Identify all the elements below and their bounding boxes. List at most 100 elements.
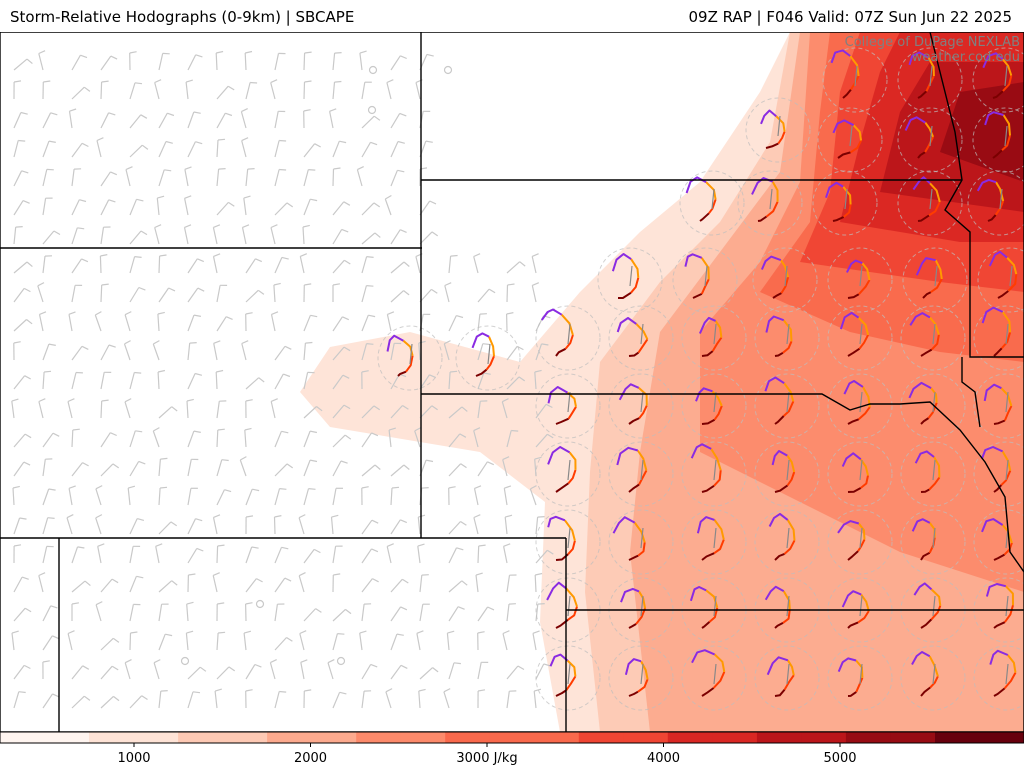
barb-staff xyxy=(448,463,462,477)
hodo-segment-upper xyxy=(846,259,863,273)
barb-staff xyxy=(216,401,220,419)
wind-barb xyxy=(13,664,31,680)
barb-staff xyxy=(361,285,367,303)
hodograph xyxy=(982,52,1013,99)
barb-staff xyxy=(216,139,219,158)
barb-flag xyxy=(246,515,254,518)
wind-barb xyxy=(184,195,192,216)
barb-staff xyxy=(13,140,19,158)
barb-staff xyxy=(303,52,306,71)
barb-flag xyxy=(342,316,350,321)
barb-staff xyxy=(443,691,450,709)
hodo-segment-6-9km xyxy=(786,455,796,473)
hodo-segment-6-9km xyxy=(713,519,725,540)
barb-staff xyxy=(158,287,170,303)
hodo-segment-6-9km xyxy=(783,382,795,402)
storm-motion-arrow xyxy=(713,663,717,685)
barb-flag xyxy=(273,282,281,286)
barb-flag xyxy=(95,311,102,316)
colorbar-segment xyxy=(578,732,624,743)
barb-flag xyxy=(371,519,379,524)
hodo-ring xyxy=(679,170,745,236)
hodo-ring xyxy=(681,509,747,575)
hodo-segment-6-9km xyxy=(924,122,935,138)
barb-staff xyxy=(100,372,105,390)
hodo-segment-upper xyxy=(832,119,855,134)
wind-barb xyxy=(504,514,513,535)
barb-flag xyxy=(373,202,381,208)
barb-flag xyxy=(213,224,221,228)
storm-motion-arrow xyxy=(1004,125,1008,147)
barb-staff xyxy=(42,112,52,129)
barb-staff xyxy=(303,143,316,158)
hodo-segment-6-9km xyxy=(565,587,578,607)
barb-flag xyxy=(254,663,262,668)
wind-barb xyxy=(359,630,367,651)
barb-flag xyxy=(299,630,307,635)
barb-flag xyxy=(257,289,265,295)
wind-barb xyxy=(13,200,30,216)
wind-barb xyxy=(99,254,108,274)
wind-barb xyxy=(274,430,289,448)
barb-staff xyxy=(185,633,189,651)
wind-barb xyxy=(187,518,203,535)
barb-staff xyxy=(361,256,368,274)
hodographs xyxy=(386,49,1018,697)
barb-staff xyxy=(473,256,479,274)
wind-barb xyxy=(129,518,145,535)
hodo-segment-3-6km xyxy=(564,334,574,350)
wind-barb xyxy=(42,517,55,535)
wind-barb xyxy=(71,86,91,100)
barb-staff xyxy=(13,288,25,303)
wind-barb xyxy=(245,689,253,709)
wind-barb xyxy=(100,80,109,100)
wind-barbs xyxy=(11,50,554,709)
hodo-segment-0-3km xyxy=(917,214,930,222)
hodo-segment-6-9km xyxy=(775,115,786,132)
barb-flag xyxy=(333,167,341,170)
barb-flag xyxy=(113,695,120,702)
wind-barb xyxy=(448,463,467,477)
barb-flag xyxy=(447,630,455,634)
wind-barb xyxy=(361,141,378,158)
barb-staff xyxy=(506,261,521,274)
barb-flag xyxy=(101,399,109,402)
barb-staff xyxy=(273,516,276,535)
barb-staff xyxy=(535,604,539,622)
wind-barb xyxy=(100,283,109,303)
hodo-segment-0-3km xyxy=(917,90,928,99)
barb-staff xyxy=(187,54,197,71)
hodo-segment-3-6km xyxy=(786,471,796,486)
wind-barb xyxy=(274,373,291,390)
hodograph xyxy=(689,586,719,629)
barb-flag xyxy=(279,139,287,142)
barb-flag xyxy=(69,108,77,112)
wind-barb xyxy=(303,198,318,216)
wind-barb xyxy=(477,606,495,622)
wind-barb xyxy=(13,341,21,361)
barb-flag xyxy=(502,398,509,403)
wind-barb xyxy=(13,375,31,390)
barb-flag xyxy=(298,514,306,519)
storm-motion-arrow xyxy=(859,595,863,617)
barb-staff xyxy=(477,343,484,361)
wind-barb xyxy=(303,169,316,187)
barb-staff xyxy=(448,521,461,535)
barb-staff xyxy=(274,202,288,216)
barb-staff xyxy=(71,345,83,361)
hodo-ring xyxy=(902,247,968,313)
wind-barb xyxy=(216,459,229,477)
barb-flag xyxy=(450,370,458,373)
hodo-segment-0-3km xyxy=(555,417,570,425)
barb-staff xyxy=(361,202,375,216)
barb-staff xyxy=(42,432,54,448)
barb-flag xyxy=(50,112,58,116)
wind-barb xyxy=(212,514,221,535)
hodo-ring xyxy=(608,305,674,371)
barb-flag xyxy=(518,376,526,382)
barb-flag xyxy=(507,283,515,286)
barb-staff xyxy=(361,432,372,448)
wind-barb xyxy=(245,81,258,100)
wind-barb xyxy=(38,572,46,593)
barb-flag xyxy=(247,168,255,170)
